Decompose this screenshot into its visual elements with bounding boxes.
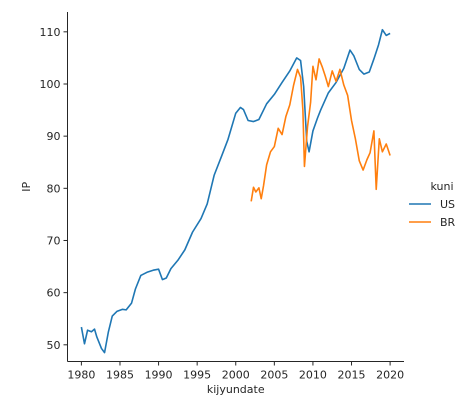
x-axis-label: kijyundate (207, 383, 265, 396)
x-tick-label: 2005 (260, 369, 288, 382)
legend-label-us: US (440, 198, 455, 211)
x-tick-label: 1990 (145, 369, 173, 382)
legend-title: kuni (430, 180, 453, 193)
x-tick-label: 2020 (376, 369, 404, 382)
y-tick-label: 60 (47, 287, 61, 300)
x-tick-label: 1980 (67, 369, 95, 382)
x-tick-label: 1995 (183, 369, 211, 382)
x-tick-label: 2010 (299, 369, 327, 382)
x-tick-label: 2000 (222, 369, 250, 382)
y-tick-label: 70 (47, 234, 61, 247)
y-axis-label: IP (20, 181, 33, 191)
legend: kuni US BR (409, 180, 456, 229)
y-tick-label: 50 (47, 339, 61, 352)
x-ticks: 1980 1985 1990 1995 2000 2005 2010 2015 2020 (67, 361, 404, 382)
series-line-us (80, 28, 391, 354)
x-tick-label: 1985 (106, 369, 134, 382)
y-tick-label: 100 (40, 78, 61, 91)
y-ticks: 50 60 70 80 90 100 110 (40, 26, 68, 352)
series-lines (80, 28, 391, 354)
series-line-br (250, 58, 391, 202)
y-tick-label: 110 (40, 26, 61, 39)
y-tick-label: 90 (47, 130, 61, 143)
y-tick-label: 80 (47, 182, 61, 195)
legend-label-br: BR (440, 216, 456, 229)
x-tick-label: 2015 (338, 369, 366, 382)
